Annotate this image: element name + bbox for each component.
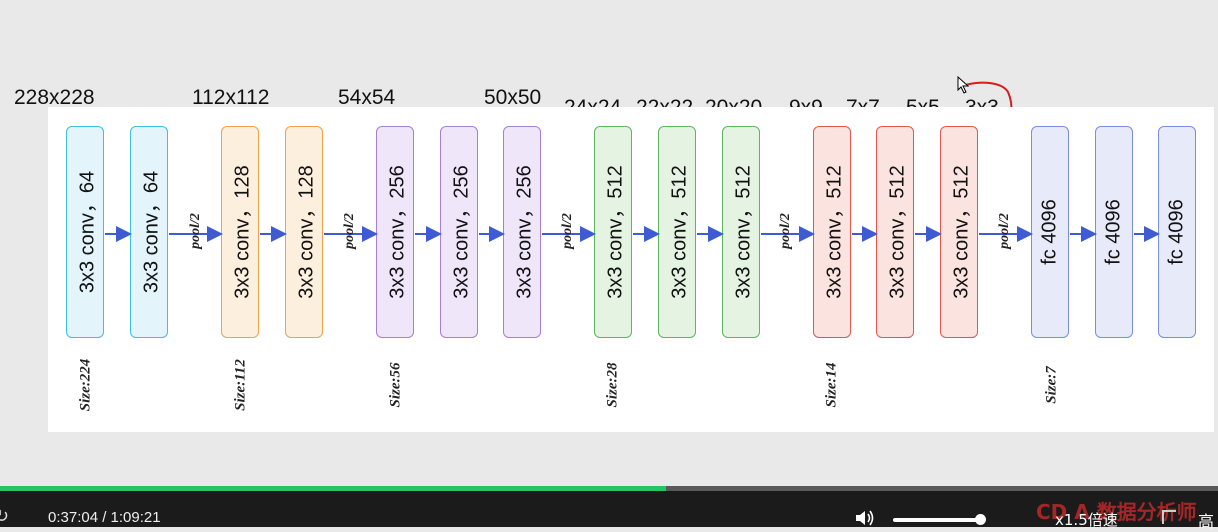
layer-box-13: 3x3 conv，512 [940,126,978,338]
layer-label: fc 4096 [1038,199,1061,265]
time-display: 0:37:04 / 1:09:21 [48,509,161,526]
pool-label: pool/2 [560,213,575,249]
layer-label: 3x3 conv，512 [950,165,973,299]
layer-label: 3x3 conv，512 [886,165,909,299]
replay-icon[interactable]: ↻ [0,506,10,526]
logo-mark: CD A [1036,500,1097,524]
layer-label: 3x3 conv，512 [668,165,691,299]
volume-icon[interactable] [854,508,876,528]
logo-text: 数据分析师 [1096,500,1197,524]
size-label-112: Size:112 [232,359,249,411]
size-label-56: Size:56 [387,362,404,408]
layer-box-2: 3x3 conv，64 [130,126,168,338]
layer-label: fc 4096 [1165,199,1188,265]
layer-box-4: 3x3 conv，128 [285,126,323,338]
size-label-224: Size:224 [77,358,94,412]
fullscreen-icon[interactable] [1162,510,1176,524]
size-annotation-54: 54x54 [338,86,396,109]
layer-box-10: 3x3 conv，512 [722,126,760,338]
layer-label: fc 4096 [1102,199,1125,265]
layer-box-12: 3x3 conv，512 [876,126,914,338]
layer-box-3: 3x3 conv，128 [221,126,259,338]
layer-box-16: fc 4096 [1158,126,1196,338]
layer-box-9: 3x3 conv，512 [658,126,696,338]
size-label-28: Size:28 [604,362,621,408]
layer-label: 3x3 conv，128 [295,165,318,299]
progress-bar-fill [0,486,667,491]
pool-label: pool/2 [188,213,203,249]
layer-label: 3x3 conv，256 [513,165,536,299]
quality-button[interactable]: 高 [1198,512,1215,531]
layer-box-1: 3x3 conv，64 [66,126,104,338]
layer-label: 3x3 conv，64 [76,170,99,294]
size-label-7: Size:7 [1043,366,1060,404]
layer-box-15: fc 4096 [1095,126,1133,338]
layer-box-8: 3x3 conv，512 [594,126,632,338]
mouse-cursor-icon [957,76,970,94]
layer-label: 3x3 conv，512 [604,165,627,299]
layer-label: 3x3 conv，64 [140,170,163,294]
size-annotation-228: 228x228 [14,86,95,109]
size-annotation-50: 50x50 [484,86,542,109]
layer-box-14: fc 4096 [1031,126,1069,338]
pool-label: pool/2 [342,213,357,249]
progress-bar[interactable] [0,486,1218,491]
layer-box-5: 3x3 conv，256 [376,126,414,338]
watermark-logo: CD A 数据分析师 [1036,496,1206,527]
size-label-14: Size:14 [823,362,840,408]
layer-label: 3x3 conv，512 [823,165,846,299]
layer-label: 3x3 conv，256 [386,165,409,299]
layer-label: 3x3 conv，256 [450,165,473,299]
pool-label: pool/2 [997,213,1012,249]
layer-box-11: 3x3 conv，512 [813,126,851,338]
layer-label: 3x3 conv，512 [732,165,755,299]
volume-slider-knob[interactable] [975,514,986,525]
size-annotation-112: 112x112 [192,86,270,109]
pool-label: pool/2 [778,213,793,249]
playback-speed-button[interactable]: x1.5倍速 [1055,511,1118,529]
volume-slider[interactable] [893,518,981,522]
layer-box-7: 3x3 conv，256 [503,126,541,338]
layer-box-6: 3x3 conv，256 [440,126,478,338]
layer-label: 3x3 conv，128 [231,165,254,299]
video-control-bar: ↻ 0:37:04 / 1:09:21 CD A 数据分析师 x1.5倍速 高 [0,486,1218,531]
